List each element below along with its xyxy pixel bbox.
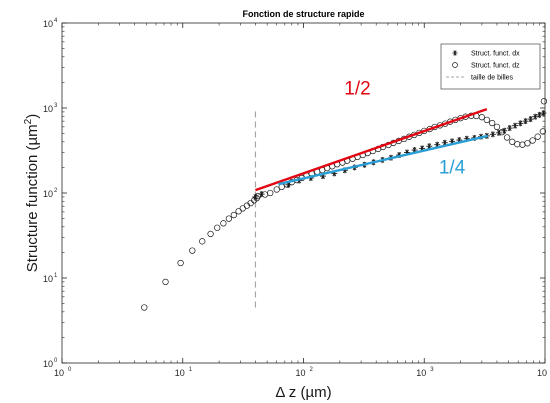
dz-point — [207, 230, 214, 238]
dz-point — [235, 208, 242, 215]
y-axis-label-superscript: 2 — [23, 118, 34, 124]
x-tick-exponent: 3 — [430, 367, 434, 373]
dz-point — [230, 211, 238, 219]
legend: Struct. funct. dx Struct. funct. dz taille… — [440, 43, 541, 90]
dz-point — [478, 114, 486, 121]
x-tick-label: 10 — [295, 368, 305, 378]
dz-point — [534, 133, 541, 140]
quarter-slope-label: 1/4 — [439, 157, 466, 178]
y-tick-exponent: 1 — [54, 273, 58, 279]
dx-point — [522, 118, 529, 125]
dz-point — [498, 128, 506, 136]
dz-point — [214, 224, 221, 231]
dz-point — [529, 137, 536, 144]
legend-item-bead-size: taille de billes — [471, 75, 514, 82]
y-tick-label: 10 — [43, 274, 53, 284]
y-tick-label: 10 — [43, 19, 53, 29]
slope-annotations: 1/2 1/4 — [344, 78, 465, 178]
dz-point — [225, 215, 233, 222]
y-axis-label-main: Structure function (µm — [24, 124, 41, 272]
dz-point — [253, 194, 260, 202]
y-tick-label: 10 — [43, 189, 53, 199]
dz-point — [540, 98, 548, 105]
legend-item-dx: Struct. funct. dx — [471, 51, 520, 58]
legend-asterisk-marker — [452, 50, 458, 56]
legend-item-dz: Struct. funct. dz — [471, 63, 520, 70]
dz-point — [162, 278, 169, 286]
dx-point — [512, 122, 519, 129]
x-tick-label: 10 — [537, 368, 547, 378]
dz-point — [539, 128, 547, 135]
dz-point — [220, 220, 227, 227]
x-tick-label: 10 — [416, 368, 426, 378]
dz-point — [141, 304, 148, 311]
x-tick-exponent: 2 — [310, 367, 314, 373]
dz-point — [488, 119, 496, 127]
dz-point — [509, 138, 516, 145]
dx-point — [527, 116, 534, 123]
dx-point — [489, 131, 496, 138]
dz-point — [267, 189, 274, 197]
x-tick-label: 10 — [54, 368, 64, 378]
dz-point — [254, 192, 262, 200]
dz-point — [177, 259, 184, 267]
dz-point — [493, 123, 501, 131]
y-tick-label: 10 — [43, 104, 53, 114]
half-slope-label: 1/2 — [344, 78, 370, 99]
x-tick-exponent: 1 — [189, 367, 193, 373]
dx-point — [517, 120, 524, 127]
dz-point — [483, 116, 491, 124]
y-tick-exponent: 0 — [54, 358, 58, 364]
dz-point — [273, 186, 280, 193]
x-tick-label: 10 — [175, 368, 185, 378]
dz-point — [524, 140, 531, 147]
dz-point — [503, 134, 511, 141]
fit-lines — [255, 107, 488, 192]
y-tick-label: 10 — [43, 359, 53, 369]
dz-point — [514, 141, 521, 148]
dz-point — [199, 238, 206, 245]
dz-point — [189, 247, 196, 254]
chart-title: Fonction de structure rapide — [242, 9, 364, 19]
dx-point — [495, 129, 502, 136]
legend-box — [440, 43, 541, 90]
dx-point — [532, 113, 539, 120]
y-axis-label-close: ) — [24, 114, 41, 119]
half-slope-fit-line — [255, 107, 488, 192]
y-axis-label: Structure function (µm2) — [23, 114, 41, 272]
y-tick-exponent: 4 — [54, 18, 58, 24]
y-tick-exponent: 3 — [54, 103, 58, 109]
x-tick-exponent: 0 — [68, 367, 72, 373]
y-tick-exponent: 2 — [54, 188, 58, 194]
dx-point — [506, 125, 513, 132]
quarter-slope-fit-line — [278, 134, 488, 186]
x-axis-label: Δ z (µm) — [275, 384, 331, 401]
dx-point — [540, 110, 547, 117]
axis-ticks: 100101102103104100101102103104 — [43, 18, 547, 378]
legend-circle-marker — [452, 62, 458, 68]
